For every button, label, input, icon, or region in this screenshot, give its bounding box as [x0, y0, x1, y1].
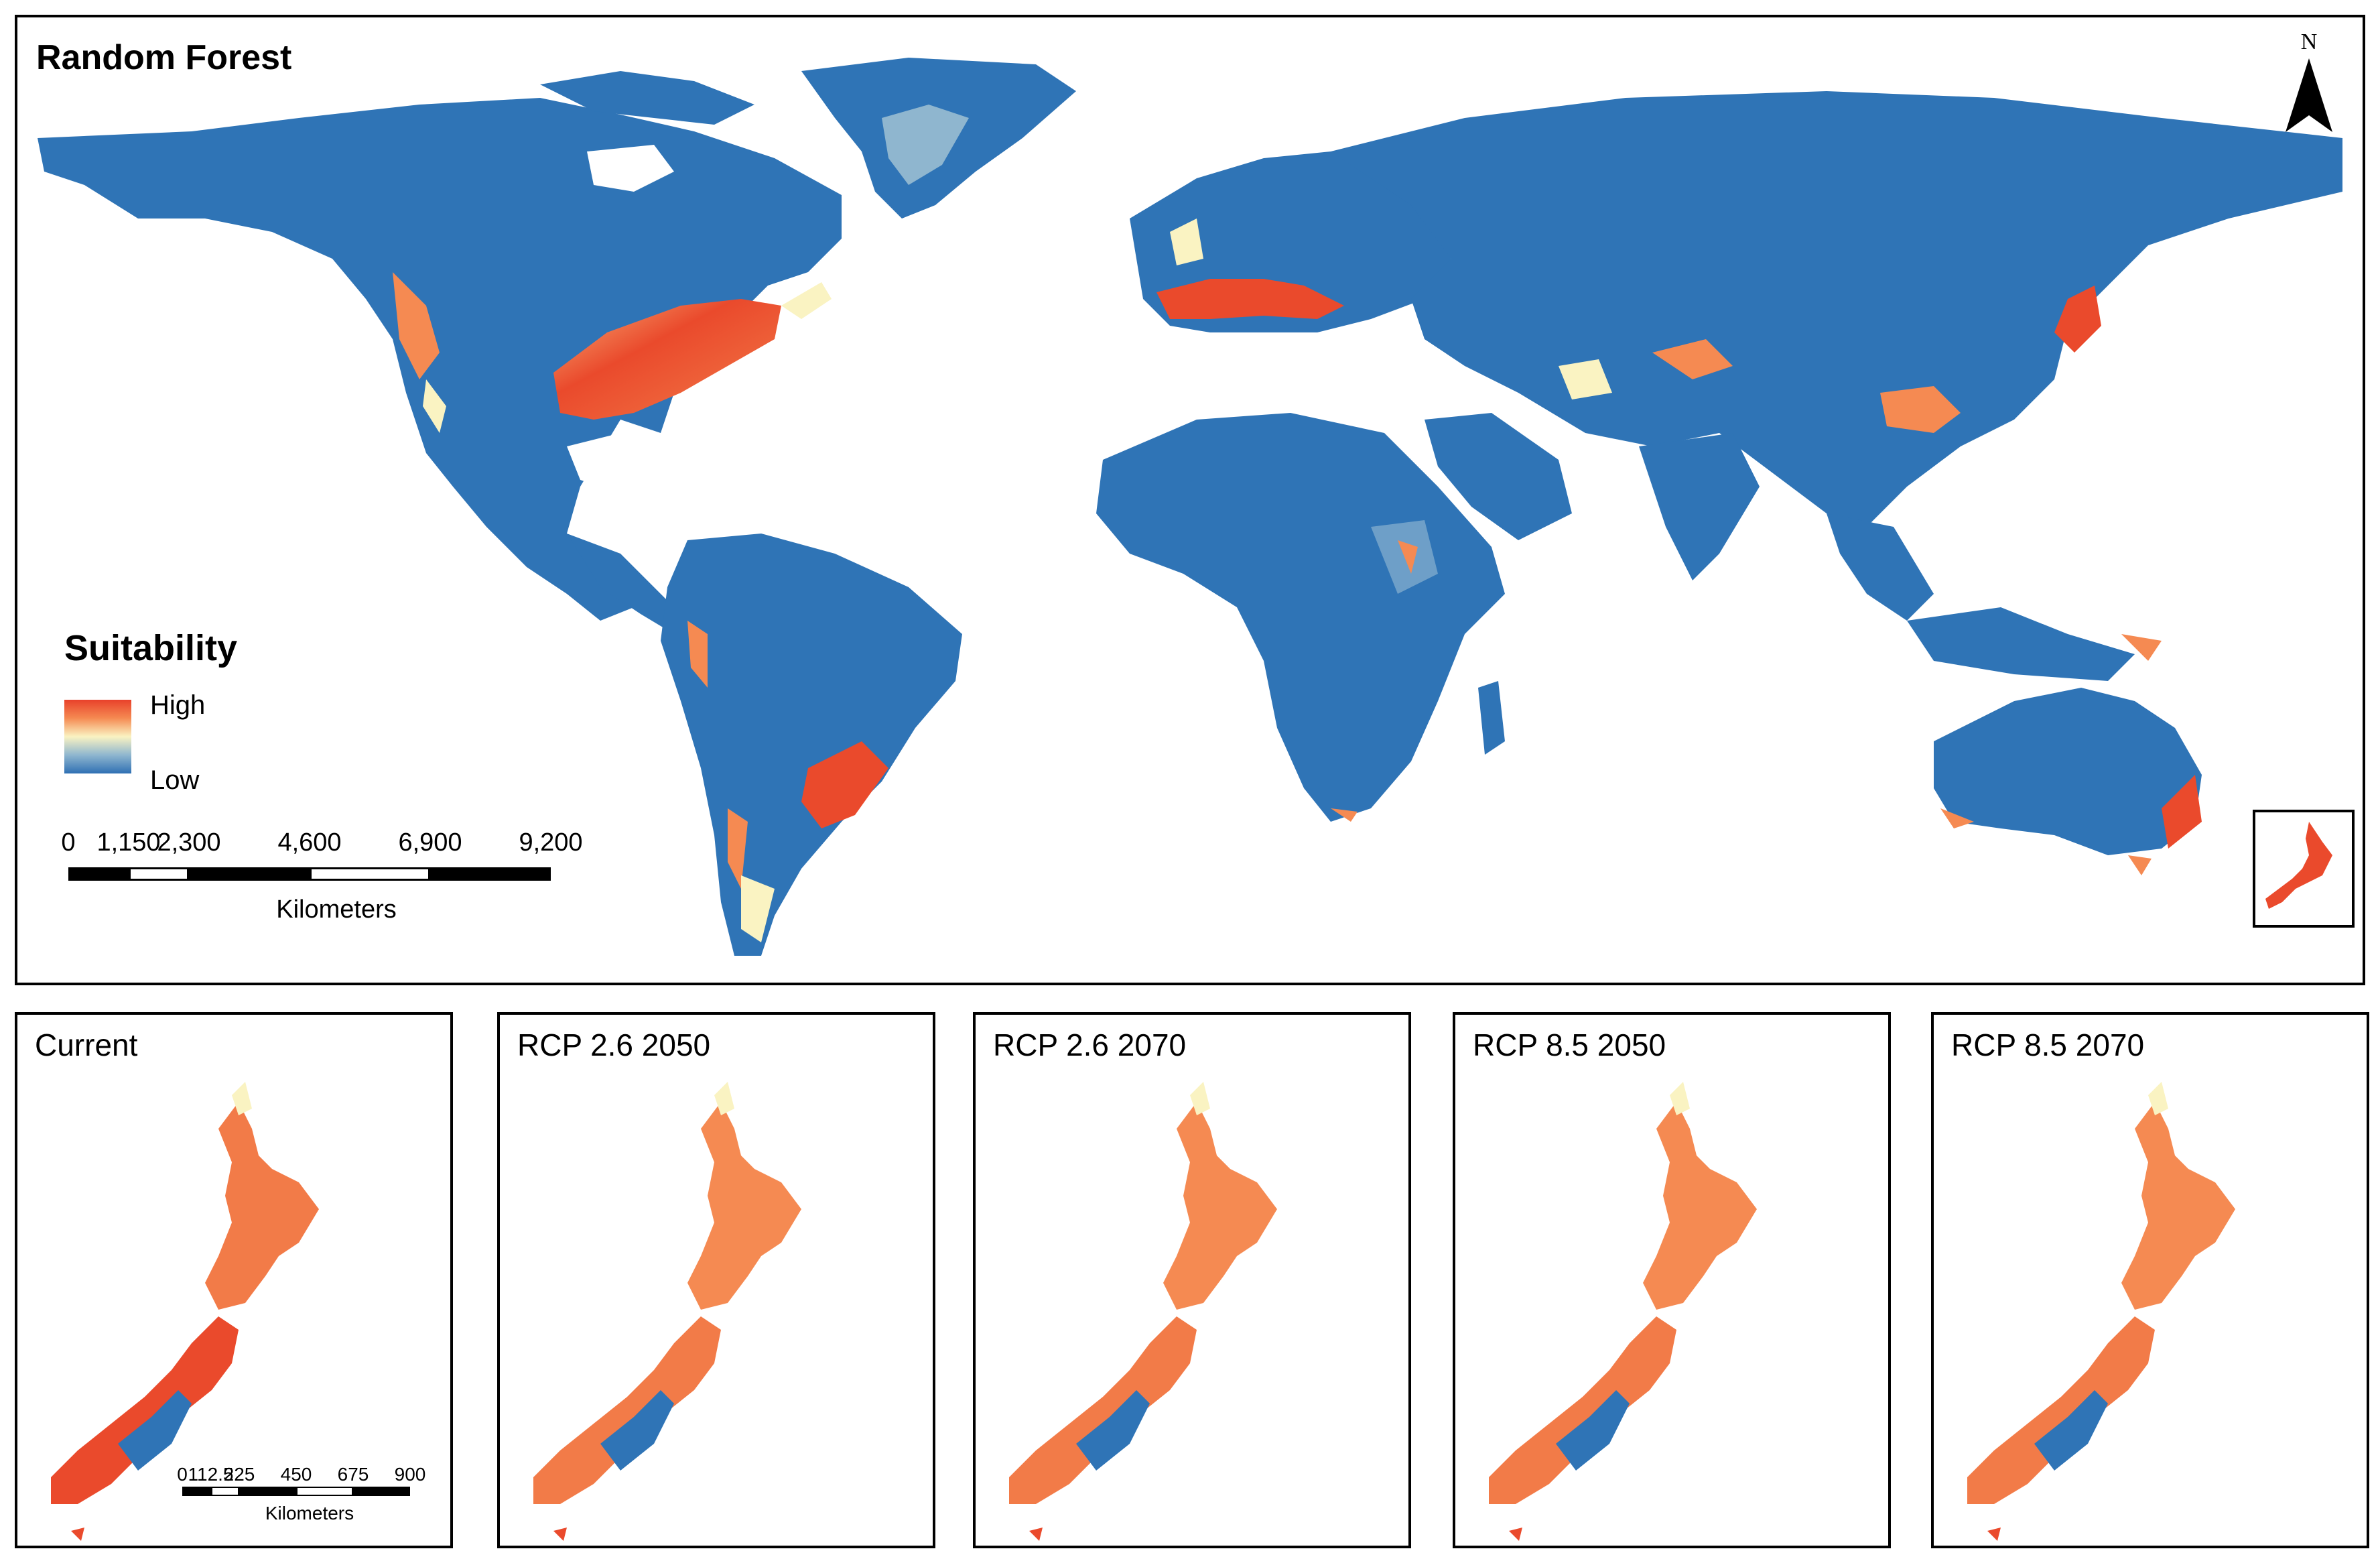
- scale-bar-tick-label: 4,600: [277, 828, 342, 857]
- north-america-hotspot: [553, 299, 781, 420]
- new-zealand-inset-shape: [2265, 822, 2332, 909]
- scale-bar-segment: [430, 867, 551, 881]
- panel-title: Current: [35, 1028, 138, 1062]
- scale-bar: Kilometers 0 1,150 2,300 4,600 6,900 9,200: [61, 828, 604, 924]
- new-zealand-map: [1489, 1082, 1757, 1541]
- scale-bar-segment: [189, 867, 310, 881]
- southern-alps-low-suitability: [600, 1390, 674, 1471]
- new-zealand-map: [51, 1082, 319, 1541]
- stewart-island-shape: [553, 1528, 567, 1541]
- madagascar-landmass: [1478, 681, 1505, 755]
- scale-bar-tick-label: 0: [61, 828, 76, 857]
- southern-alps-low-suitability: [1556, 1390, 1630, 1471]
- north-island-shape: [1163, 1102, 1277, 1310]
- scenario-panel: Current 0 112.5 225 450 675 900 Kilometers: [15, 1012, 453, 1548]
- scenario-panel: RCP 2.6 2070: [973, 1012, 1411, 1548]
- africa-landmass: [1096, 413, 1505, 822]
- panel-title: RCP 8.5 2070: [1951, 1028, 2145, 1062]
- nz-scale-tick-label: 225: [223, 1464, 255, 1485]
- north-arrow: N: [2282, 29, 2336, 139]
- legend: Suitability High Low: [64, 627, 238, 795]
- scale-bar-tick-label: 6,900: [398, 828, 462, 857]
- australia-landmass: [1934, 688, 2202, 855]
- north-island-shape: [205, 1102, 319, 1310]
- arabia-landmass: [1425, 413, 1572, 540]
- northland-tip: [2148, 1082, 2168, 1115]
- southeast-asia-landmass: [1827, 513, 1934, 621]
- south-island-shape: [1967, 1316, 2155, 1504]
- india-landmass: [1639, 433, 1760, 580]
- stewart-island-shape: [71, 1528, 84, 1541]
- scale-bar-segment: [68, 867, 129, 881]
- nz-scale-segment: [353, 1487, 410, 1496]
- northland-tip: [232, 1082, 252, 1115]
- north-label: N: [2300, 29, 2318, 54]
- stewart-island-shape: [1987, 1528, 2001, 1541]
- southern-alps-low-suitability: [118, 1390, 192, 1471]
- world-map-frame: Random Forest N Suitability High Low Kil…: [15, 15, 2365, 985]
- nz-scale-segment: [182, 1487, 211, 1496]
- nz-scale-segment: [239, 1487, 296, 1496]
- scale-bar-segment: [129, 867, 189, 881]
- northland-tip: [1190, 1082, 1210, 1115]
- legend-title: Suitability: [64, 628, 238, 668]
- nz-scale-tick-label: 675: [337, 1464, 369, 1485]
- scale-bar-tick-label: 9,200: [519, 828, 583, 857]
- scenario-panel: RCP 8.5 2050: [1453, 1012, 1891, 1548]
- panel-title: RCP 2.6 2050: [517, 1028, 711, 1062]
- north-america-landmass: [38, 98, 842, 621]
- world-map: [38, 58, 2355, 956]
- map-title: Random Forest: [36, 38, 292, 77]
- stewart-island-shape: [1509, 1528, 1522, 1541]
- scale-bar-tick-label: 1,150: [96, 828, 161, 857]
- northland-tip: [714, 1082, 734, 1115]
- south-island-shape: [51, 1316, 239, 1504]
- nz-scale-tick-label: 112.5: [188, 1464, 234, 1485]
- scale-bar-tick-label: 2,300: [157, 828, 221, 857]
- asia-landmass: [1331, 91, 2342, 527]
- legend-high-label: High: [150, 690, 206, 720]
- scale-bar-unit: Kilometers: [276, 895, 397, 924]
- panel-title: RCP 2.6 2070: [993, 1028, 1187, 1062]
- new-zealand-inset-box: [2253, 810, 2355, 928]
- scale-bar-segment: [310, 867, 430, 881]
- arctic-islands: [540, 71, 754, 125]
- nz-scale-bar: 0 112.5 225 450 675 900 Kilometers: [177, 1464, 437, 1531]
- nz-scale-unit: Kilometers: [265, 1503, 354, 1523]
- legend-low-label: Low: [150, 765, 200, 795]
- central-america-landmass: [567, 534, 687, 634]
- south-island-shape: [1009, 1316, 1197, 1504]
- south-island-shape: [533, 1316, 721, 1504]
- south-america-landmass: [661, 534, 962, 956]
- stewart-island-shape: [1029, 1528, 1043, 1541]
- northland-tip: [1670, 1082, 1690, 1115]
- scenario-panel: RCP 2.6 2050: [497, 1012, 935, 1548]
- north-island-shape: [687, 1102, 801, 1310]
- new-zealand-map: [533, 1082, 801, 1541]
- scenario-panel: RCP 8.5 2070: [1931, 1012, 2369, 1548]
- north-arrow-icon: [2286, 58, 2332, 132]
- southern-alps-low-suitability: [1076, 1390, 1150, 1471]
- north-island-shape: [2121, 1102, 2235, 1310]
- south-island-shape: [1489, 1316, 1676, 1504]
- new-zealand-map: [1967, 1082, 2235, 1541]
- north-island-shape: [1643, 1102, 1757, 1310]
- nz-scale-tick-label: 900: [394, 1464, 426, 1485]
- nz-scale-tick-label: 0: [177, 1464, 188, 1485]
- southern-alps-low-suitability: [2034, 1390, 2108, 1471]
- legend-color-ramp: [64, 700, 131, 773]
- panel-title: RCP 8.5 2050: [1473, 1028, 1666, 1062]
- nz-scale-tick-label: 450: [280, 1464, 312, 1485]
- nz-scale-segment: [210, 1487, 239, 1496]
- new-zealand-map: [1009, 1082, 1277, 1541]
- nz-scale-segment: [296, 1487, 353, 1496]
